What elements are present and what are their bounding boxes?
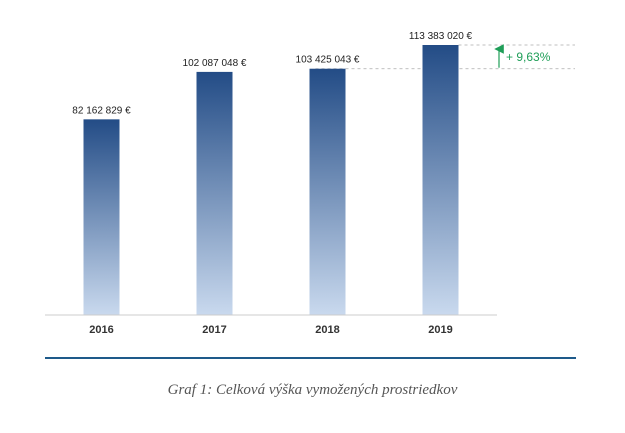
- x-tick-label-2019: 2019: [428, 324, 452, 336]
- change-annotation: + 9,63%: [506, 50, 551, 64]
- bar-2019: [422, 45, 459, 315]
- x-tick-label-2017: 2017: [202, 324, 226, 336]
- bar-2018: [309, 68, 346, 316]
- bar-chart: 82 162 829 € 102 087 048 € 103 425 043 € 11…: [45, 31, 575, 336]
- data-label-2016: 82 162 829 €: [72, 105, 131, 116]
- x-tick-label-2016: 2016: [89, 324, 113, 336]
- caption-rule: [45, 357, 576, 359]
- bar-2017: [196, 71, 233, 315]
- data-label-2019: 113 383 020 €: [409, 31, 473, 42]
- data-label-2018: 103 425 043 €: [296, 55, 360, 66]
- chart-caption: Graf 1: Celková výška vymožených prostri…: [167, 382, 458, 398]
- x-tick-label-2018: 2018: [315, 324, 339, 336]
- bar-2016: [83, 119, 120, 316]
- data-label-2017: 102 087 048 €: [183, 58, 247, 69]
